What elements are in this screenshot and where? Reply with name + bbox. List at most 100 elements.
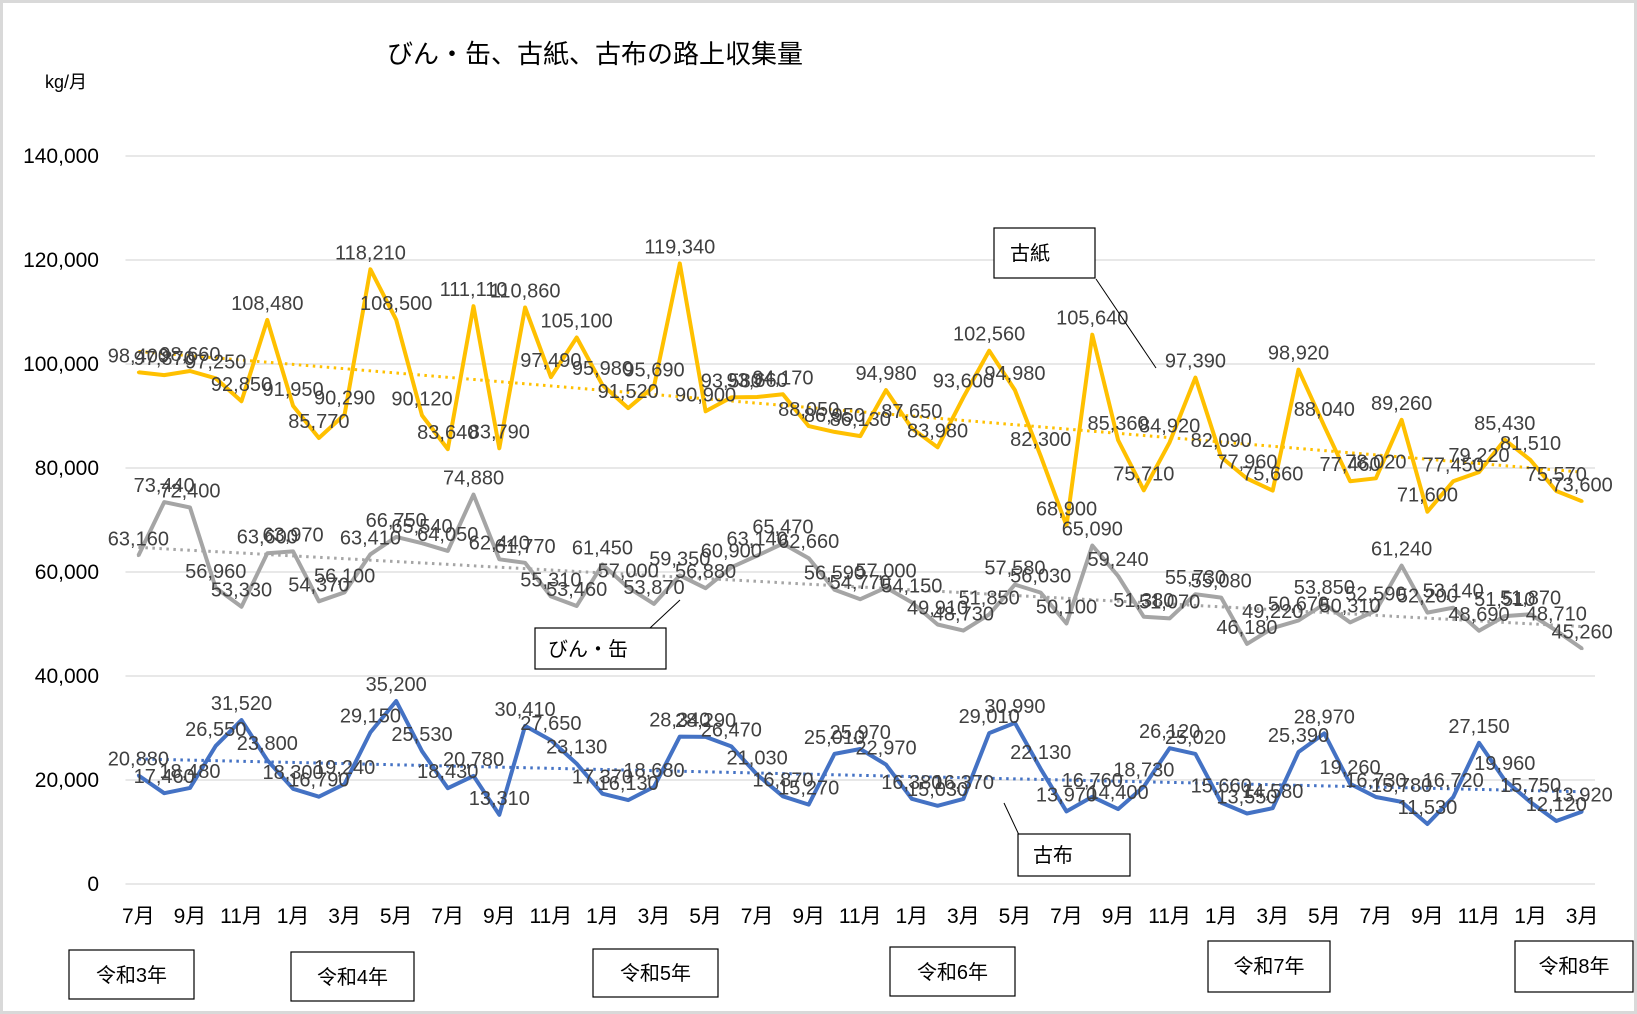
data-label-bottles-cans: 61,450 — [572, 537, 633, 559]
data-point-paper — [497, 446, 501, 450]
data-point-paper — [1245, 477, 1249, 481]
data-label-bottles-cans: 65,090 — [1062, 519, 1123, 541]
data-point-paper — [1090, 333, 1094, 337]
data-point-bottles-cans — [1580, 647, 1584, 651]
data-label-bottles-cans: 51,850 — [959, 587, 1020, 609]
data-point-bottles-cans — [807, 556, 811, 560]
data-point-bottles-cans — [961, 629, 965, 633]
year-label: 令和6年 — [917, 961, 988, 984]
trendlines — [138, 349, 1583, 794]
data-point-bottles-cans — [936, 622, 940, 626]
data-label-bottles-cans: 62,440 — [469, 532, 530, 554]
x-tick-label: 7月 — [1360, 905, 1393, 928]
data-label-bottles-cans: 55,730 — [1165, 567, 1226, 589]
data-point-bottles-cans — [858, 597, 862, 601]
data-point-cloth — [807, 803, 811, 807]
data-point-cloth — [729, 744, 733, 748]
data-point-paper — [1116, 438, 1120, 442]
x-tick-label: 11月 — [1148, 905, 1191, 928]
data-label-bottles-cans: 55,080 — [1191, 571, 1252, 593]
data-label-cloth: 15,660 — [1191, 776, 1252, 798]
data-point-cloth — [1271, 806, 1275, 810]
data-point-paper — [1400, 418, 1404, 422]
data-label-cloth: 27,650 — [520, 713, 581, 735]
data-point-cloth — [626, 798, 630, 802]
data-label-paper: 98,920 — [1268, 343, 1329, 365]
data-point-paper — [678, 261, 682, 265]
year-label: 令和7年 — [1233, 955, 1304, 978]
data-label-bottles-cans: 63,410 — [340, 527, 401, 549]
data-point-paper — [368, 267, 372, 271]
data-label-cloth: 16,760 — [1062, 770, 1123, 792]
data-point-bottles-cans — [884, 586, 888, 590]
data-point-cloth — [549, 738, 553, 742]
data-label-bottles-cans: 49,910 — [907, 597, 968, 619]
data-point-cloth — [755, 773, 759, 777]
year-box — [1207, 940, 1331, 993]
data-label-bottles-cans: 55,310 — [520, 569, 581, 591]
data-label-bottles-cans: 53,140 — [1423, 581, 1484, 603]
data-label-bottles-cans: 63,970 — [262, 524, 323, 546]
data-label-cloth: 23,130 — [546, 737, 607, 759]
data-point-cloth — [704, 735, 708, 739]
data-label-paper: 98,660 — [159, 344, 220, 366]
data-point-paper — [1271, 489, 1275, 493]
x-tick-label: 3月 — [1256, 905, 1289, 928]
data-label-cloth: 16,370 — [933, 772, 994, 794]
data-point-bottles-cans — [1064, 621, 1068, 625]
data-label-paper: 77,450 — [1423, 454, 1484, 476]
year-box — [68, 949, 195, 1000]
data-point-cloth — [446, 786, 450, 790]
x-axis-tick-labels: 7月 9月 11月 1月 3月 5月 7月 9月 11月 1月 3月 5月 7月 9月 11月 1月 3月 5月 7… — [122, 905, 1598, 928]
data-point-cloth — [1116, 807, 1120, 811]
data-point-bottles-cans — [1503, 614, 1507, 618]
data-point-paper — [1425, 510, 1429, 514]
trendline-cloth — [138, 757, 1583, 794]
data-point-paper — [1503, 438, 1507, 442]
callout-leader-line — [649, 599, 681, 629]
data-point-paper — [420, 413, 424, 417]
data-point-bottles-cans — [1425, 611, 1429, 615]
x-tick-label: 5月 — [1308, 905, 1341, 928]
x-tick-label: 7月 — [1050, 905, 1083, 928]
data-point-paper — [832, 430, 836, 434]
x-tick-label: 7月 — [431, 905, 464, 928]
data-label-paper: 98,400 — [108, 345, 169, 367]
data-label-cloth: 29,010 — [959, 706, 1020, 728]
data-point-cloth — [240, 718, 244, 722]
callout-label-bottles-cans: びん・缶 — [548, 638, 628, 661]
data-label-cloth: 14,400 — [1087, 782, 1148, 804]
data-label-cloth: 25,020 — [1165, 727, 1226, 749]
data-label-paper: 75,660 — [1242, 464, 1303, 486]
data-point-paper — [214, 376, 218, 380]
data-label-paper: 86,950 — [804, 405, 865, 427]
data-point-paper — [317, 436, 321, 440]
data-point-bottles-cans — [1219, 596, 1223, 600]
x-tick-label: 1月 — [1205, 905, 1238, 928]
data-point-bottles-cans — [910, 600, 914, 604]
data-label-bottles-cans: 57,000 — [598, 561, 659, 583]
data-point-cloth — [1554, 819, 1558, 823]
data-point-paper — [240, 399, 244, 403]
data-point-bottles-cans — [343, 590, 347, 594]
data-point-cloth — [832, 752, 836, 756]
data-label-cloth: 15,030 — [907, 779, 968, 801]
data-point-bottles-cans — [420, 541, 424, 545]
data-label-paper: 75,710 — [1113, 463, 1174, 485]
data-point-bottles-cans — [1039, 591, 1043, 595]
data-label-paper: 94,980 — [984, 363, 1045, 385]
gridlines — [125, 155, 1595, 885]
data-label-bottles-cans: 64,050 — [417, 524, 478, 546]
x-tick-label: 1月 — [277, 905, 310, 928]
data-point-paper — [394, 318, 398, 322]
data-label-paper: 119,340 — [644, 236, 715, 258]
callout-label-cloth: 古布 — [1033, 844, 1073, 867]
data-point-paper — [961, 395, 965, 399]
data-label-cloth: 18,480 — [159, 761, 220, 783]
data-label-cloth: 12,120 — [1526, 794, 1587, 816]
data-label-paper: 110,860 — [490, 281, 561, 303]
data-point-bottles-cans — [265, 551, 269, 555]
data-label-bottles-cans: 48,690 — [1448, 604, 1509, 626]
